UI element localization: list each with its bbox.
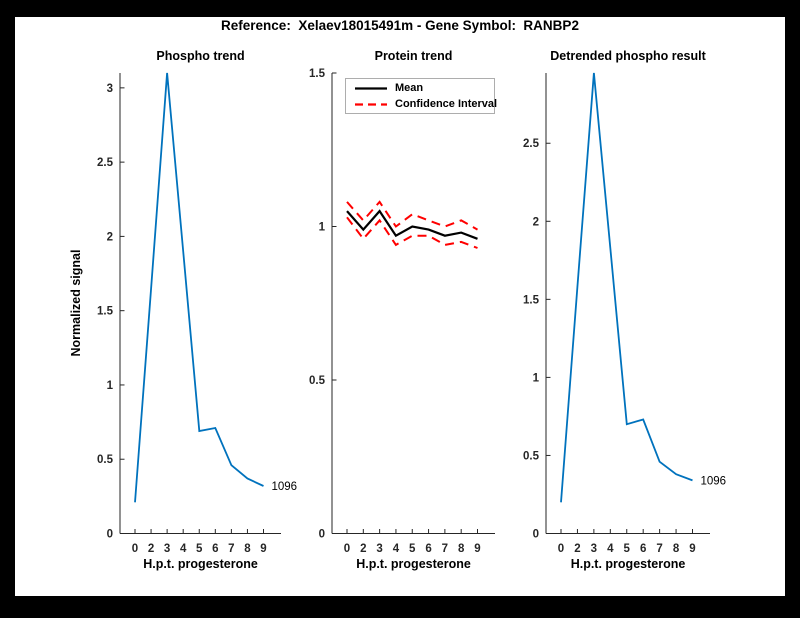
- x-tick-label: 3: [591, 543, 597, 555]
- legend-row-confidence-interval: Confidence Interval: [346, 98, 498, 110]
- legend-line-sample: [355, 86, 387, 90]
- x-tick-label: 6: [425, 543, 431, 555]
- x-tick-label: 4: [393, 543, 400, 555]
- subplot-title-phospho-trend: Phospho trend: [156, 49, 245, 63]
- line-end-label: 1096: [272, 481, 298, 493]
- y-axis-label-normalized-signal: Normalized signal: [69, 249, 83, 357]
- x-tick-label: 9: [474, 543, 480, 555]
- y-tick-label: 2.5: [97, 157, 114, 169]
- y-tick-label: 1.5: [523, 294, 540, 306]
- x-tick-label: 4: [607, 543, 614, 555]
- x-tick-label: 8: [673, 543, 680, 555]
- x-tick-label: 2: [148, 543, 154, 555]
- subplot-title-detrended: Detrended phospho result: [550, 49, 706, 63]
- y-tick-label: 1: [533, 372, 540, 384]
- y-tick-label: 0.5: [309, 375, 326, 387]
- x-tick-label: 0: [558, 543, 564, 555]
- phospho-line: [134, 72, 264, 503]
- ci-lower-line: [346, 216, 478, 249]
- x-tick-label: 9: [689, 543, 695, 555]
- x-tick-label: 3: [376, 543, 382, 555]
- x-tick-label: 2: [574, 543, 580, 555]
- x-axis-label-protein-trend: H.p.t. progesterone: [356, 557, 471, 571]
- legend-box: Mean Confidence Interval: [345, 78, 498, 114]
- panel-protein-trend: 00.511.50 2 3 4 5 6 7 8 9: [309, 68, 495, 555]
- y-tick-label: 0: [533, 529, 539, 541]
- x-tick-label: 8: [458, 543, 465, 555]
- x-tick-label: 6: [640, 543, 646, 555]
- y-tick-label: 0: [107, 529, 113, 541]
- x-tick-label: 0: [344, 543, 350, 555]
- y-tick-label: 2: [107, 231, 113, 243]
- x-tick-label: 2: [360, 543, 366, 555]
- x-tick-label: 5: [409, 543, 416, 555]
- y-tick-label: 3: [107, 83, 113, 95]
- x-tick-label: 6: [212, 543, 218, 555]
- y-tick-label: 0.5: [523, 450, 540, 462]
- x-tick-label: 4: [180, 543, 187, 555]
- x-tick-label: 5: [196, 543, 203, 555]
- y-tick-label: 2: [533, 216, 539, 228]
- x-tick-label: 7: [442, 543, 448, 555]
- y-tick-label: 1.5: [97, 306, 114, 318]
- line-end-label: 1096: [701, 475, 727, 487]
- x-tick-label: 0: [132, 543, 138, 555]
- ci-upper-line: [346, 200, 478, 231]
- x-tick-label: 9: [260, 543, 266, 555]
- y-tick-label: 0.5: [97, 454, 114, 466]
- y-tick-label: 0: [319, 529, 325, 541]
- mean-line: [346, 209, 478, 240]
- x-tick-label: 5: [624, 543, 631, 555]
- y-tick-label: 2.5: [523, 138, 540, 150]
- x-tick-label: 7: [228, 543, 234, 555]
- legend-label: Mean: [395, 82, 424, 94]
- y-tick-label: 1: [107, 380, 114, 392]
- figure-title: Reference: Xelaev18015491m - Gene Symbol…: [221, 18, 579, 33]
- y-tick-label: 1.5: [309, 68, 326, 80]
- x-tick-label: 8: [244, 543, 251, 555]
- y-tick-label: 1: [319, 222, 326, 234]
- x-tick-label: 7: [656, 543, 662, 555]
- legend-line-sample: [355, 102, 387, 106]
- x-axis-label-detrended: H.p.t. progesterone: [570, 557, 686, 571]
- detrended-line: [560, 72, 693, 503]
- x-axis-label-phospho-trend: H.p.t. progesterone: [143, 557, 258, 571]
- x-tick-label: 3: [164, 543, 170, 555]
- legend-row-mean: Mean: [346, 82, 494, 94]
- legend-label: Confidence Interval: [395, 98, 498, 110]
- subplot-title-protein-trend: Protein trend: [374, 49, 453, 63]
